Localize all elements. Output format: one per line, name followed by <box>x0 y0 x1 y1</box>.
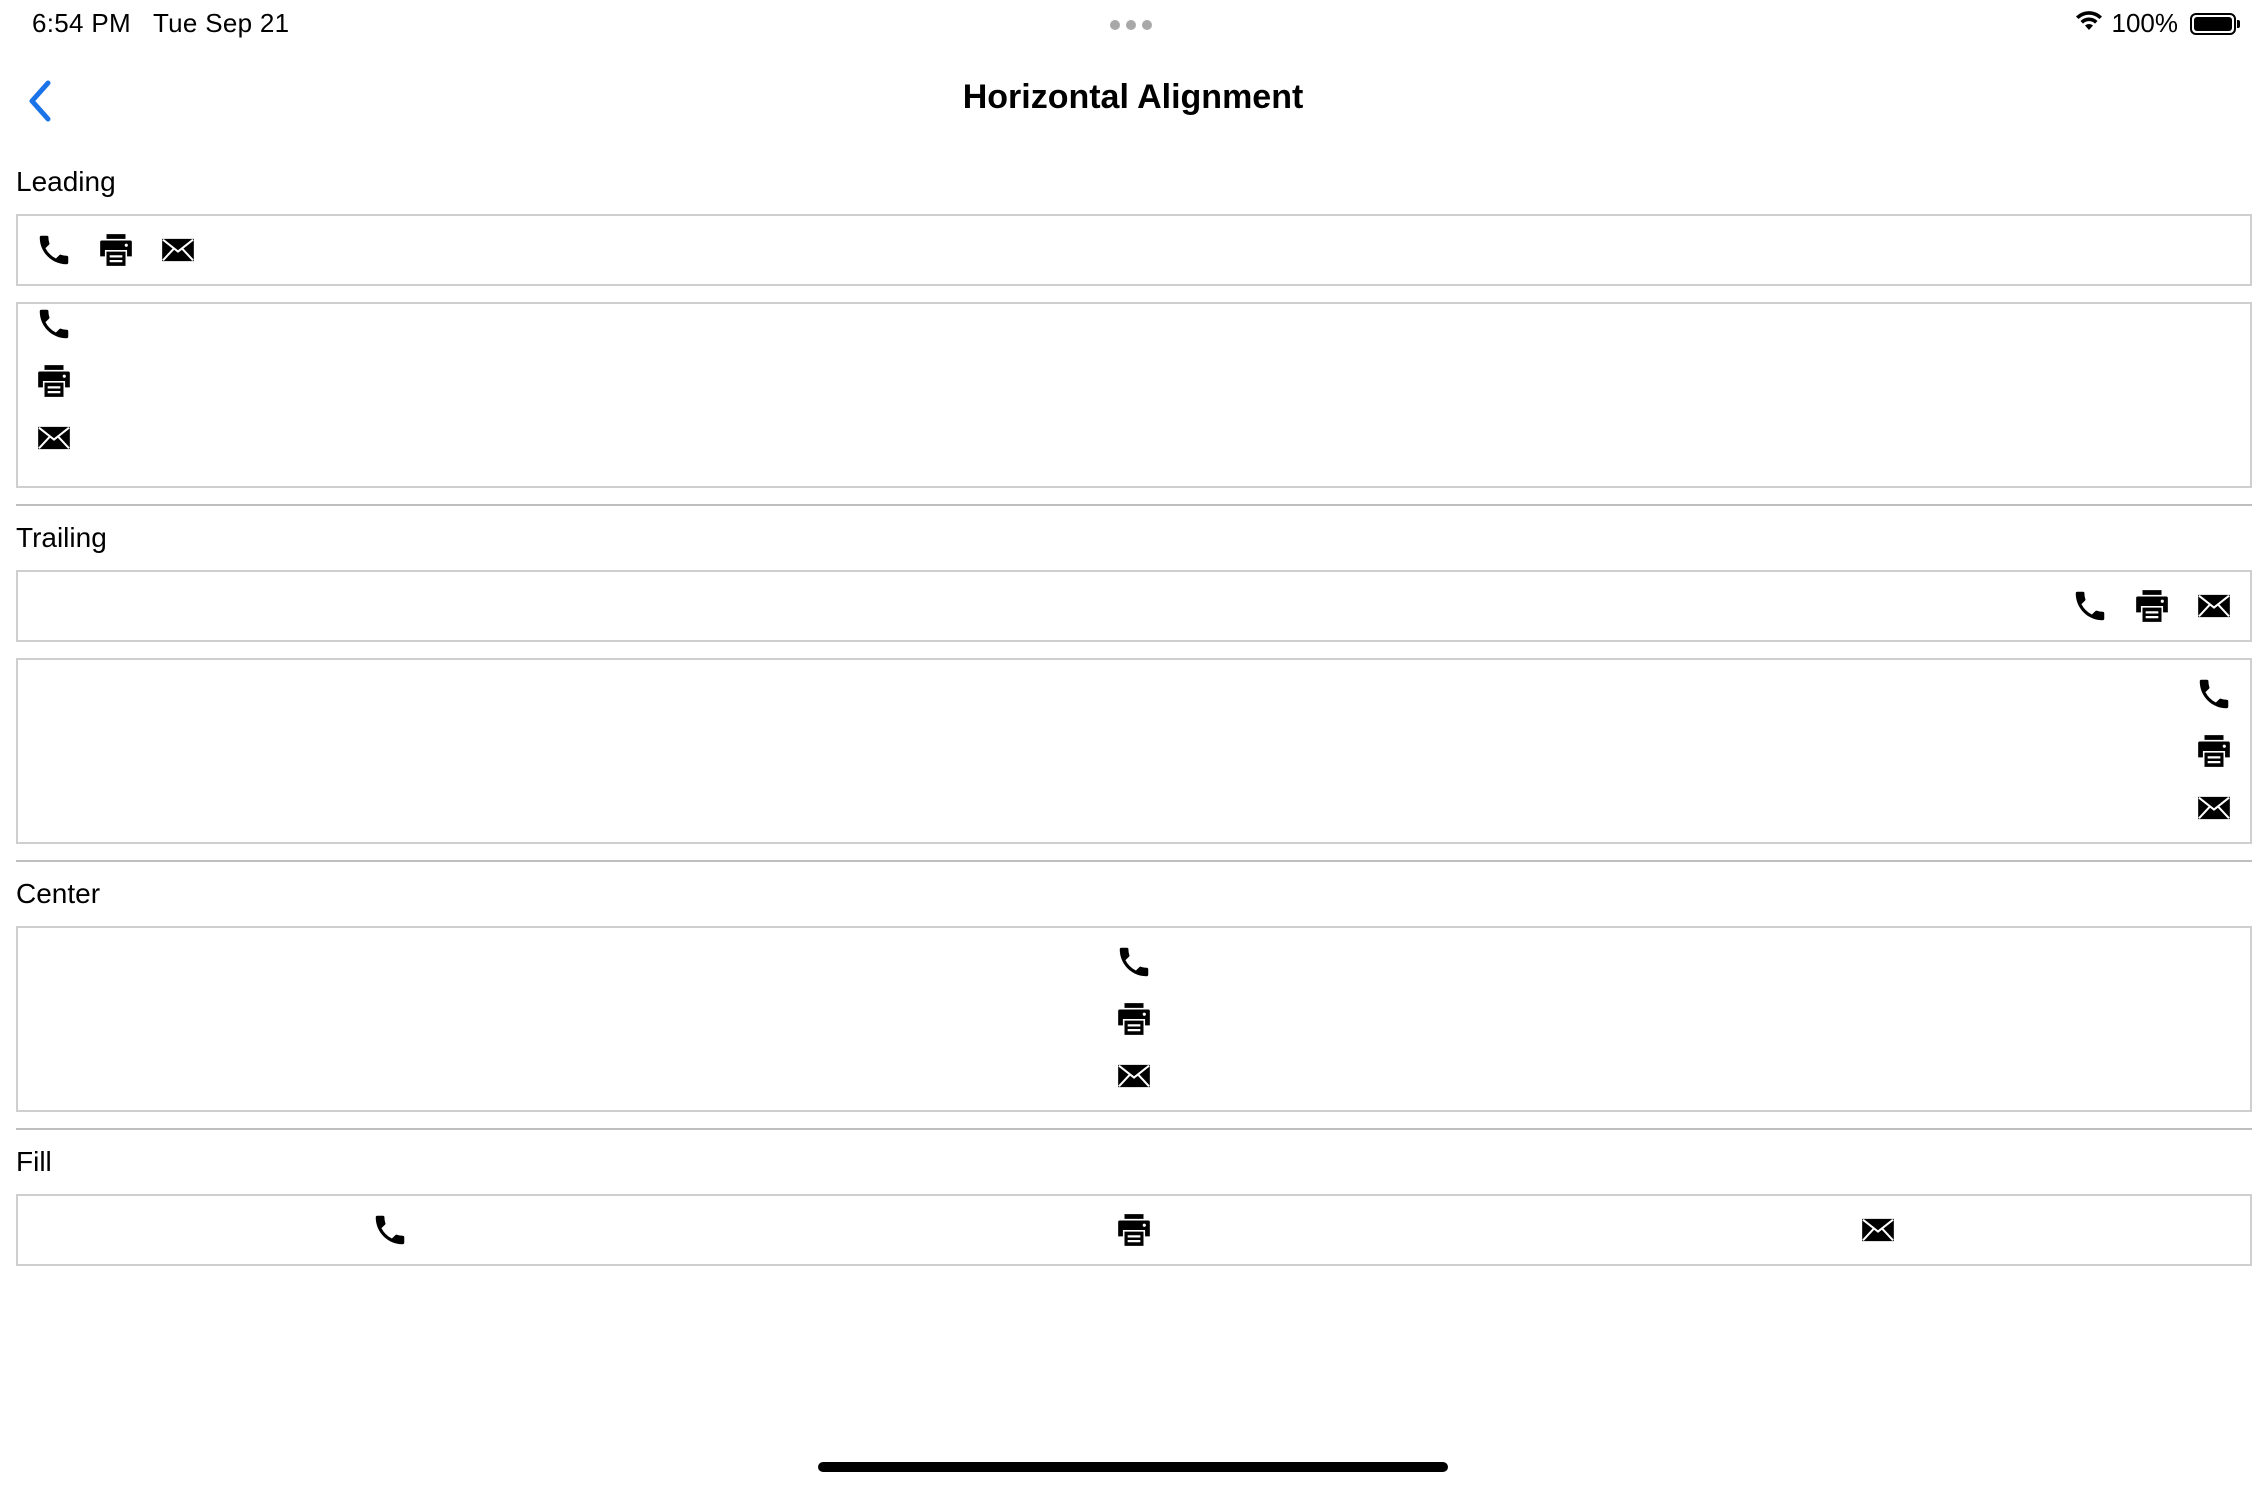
printer-icon <box>1114 999 1154 1039</box>
section-divider <box>16 1128 2252 1130</box>
chevron-left-icon <box>29 80 51 122</box>
envelope-icon <box>1114 1056 1154 1096</box>
phone-icon <box>34 304 74 344</box>
phone-icon <box>2194 674 2234 714</box>
battery-fill <box>2194 16 2232 31</box>
wifi-icon <box>2074 8 2104 39</box>
dot-icon <box>1142 20 1152 30</box>
envelope-icon <box>158 230 198 270</box>
phone-icon <box>34 230 74 270</box>
printer-icon <box>2194 731 2234 771</box>
phone-icon <box>18 1210 762 1250</box>
dot-icon <box>1126 20 1136 30</box>
dot-icon <box>1110 20 1120 30</box>
trailing-row-stack <box>16 570 2252 642</box>
section-label-fill: Fill <box>16 1146 52 1177</box>
phone-icon <box>1114 942 1154 982</box>
status-right: 100% <box>2074 8 2240 39</box>
status-bar: 6:54 PM Tue Sep 21 100% <box>0 0 2266 48</box>
center-column-stack <box>16 926 2252 1112</box>
trailing-column-stack <box>16 658 2252 844</box>
navigation-bar: Horizontal Alignment <box>0 60 2266 140</box>
envelope-icon <box>1506 1210 2250 1250</box>
back-button[interactable] <box>18 76 62 126</box>
leading-column-stack <box>16 302 2252 488</box>
printer-icon <box>2132 586 2172 626</box>
section-divider <box>16 504 2252 506</box>
leading-row-stack <box>16 214 2252 286</box>
multitasking-indicator[interactable] <box>1110 20 1152 30</box>
phone-icon <box>2070 586 2110 626</box>
section-label-trailing: Trailing <box>16 522 107 553</box>
battery-percent: 100% <box>2111 8 2179 38</box>
section-label-center: Center <box>16 878 101 909</box>
fill-row-stack <box>16 1194 2252 1266</box>
printer-icon <box>762 1210 1506 1250</box>
envelope-icon <box>2194 586 2234 626</box>
status-left: 6:54 PM Tue Sep 21 <box>32 8 289 39</box>
battery-icon <box>2190 12 2240 35</box>
printer-icon <box>96 230 136 270</box>
section-label-leading: Leading <box>16 166 116 197</box>
envelope-icon <box>34 418 74 458</box>
content: Leading Trailing <box>16 150 2252 1282</box>
home-indicator[interactable] <box>818 1462 1448 1472</box>
printer-icon <box>34 361 74 401</box>
section-divider <box>16 860 2252 862</box>
status-time: 6:54 PM <box>32 8 131 38</box>
status-date: Tue Sep 21 <box>152 8 290 38</box>
envelope-icon <box>2194 788 2234 828</box>
page-title: Horizontal Alignment <box>962 78 1304 116</box>
